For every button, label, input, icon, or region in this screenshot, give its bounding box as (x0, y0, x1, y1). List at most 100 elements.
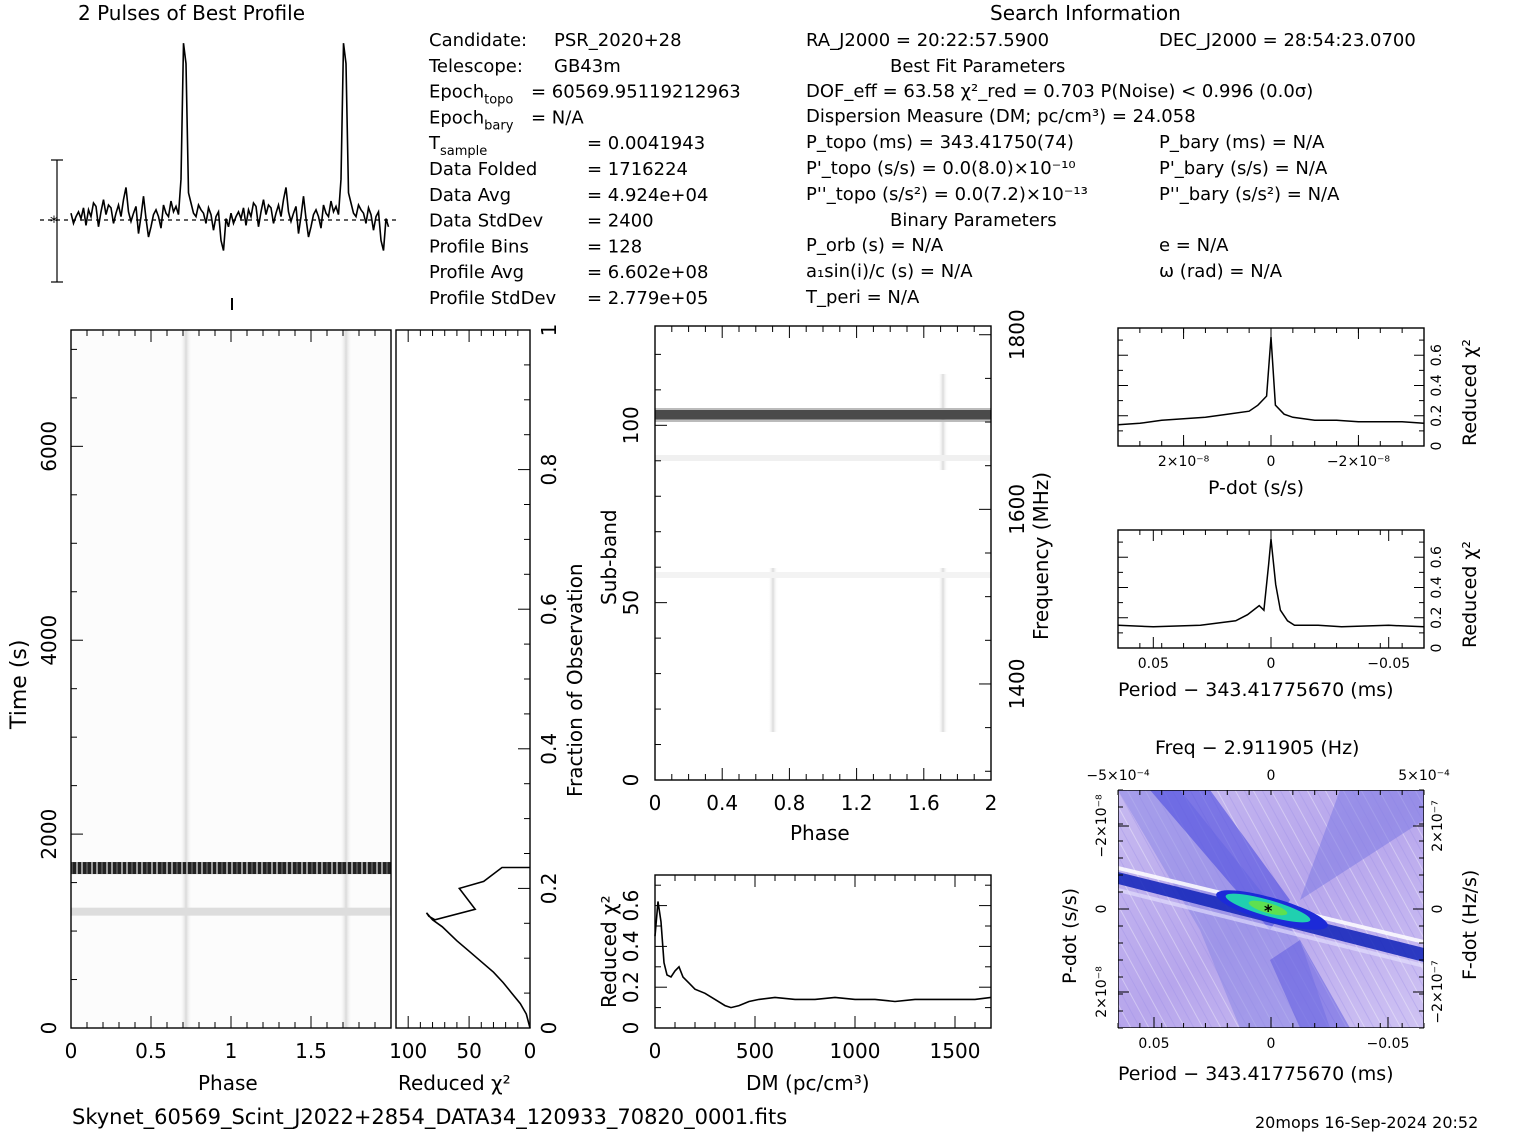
dm-xlabel: DM (pc/cm³) (746, 1071, 870, 1095)
info-p-orb: P_orb (s) = N/A (806, 235, 944, 256)
info-value: PSR_2020+28 (554, 30, 682, 51)
profile-title: 2 Pulses of Best Profile (78, 1, 305, 25)
x-tick-label: −0.05 (1367, 656, 1410, 672)
right-tick-label: 1800 (1005, 309, 1029, 360)
y-tick-label: 0 (619, 1022, 643, 1035)
chi2-fraction-xlabel: Reduced χ² (398, 1071, 511, 1095)
info-value: = 128 (587, 236, 642, 257)
ppdot-right-label: F-dot (Hz/s) (1459, 870, 1481, 980)
subband-ylabel: Sub-band (597, 509, 621, 605)
x-tick-label: 2×10⁻⁸ (1158, 454, 1210, 470)
info-pdd-topo: P''_topo (s/s²) = 0.0(7.2)×10⁻¹³ (806, 184, 1088, 205)
profile-line (70, 43, 390, 251)
x-tick-label: 0 (1267, 1036, 1276, 1052)
right-tick-label: 1400 (1005, 659, 1029, 710)
x-tick-label: 1.5 (295, 1039, 327, 1063)
x-tick-label: 1000 (830, 1039, 881, 1063)
dm-chi2-line (654, 901, 992, 1009)
x-tick-label: 0 (524, 1039, 537, 1063)
x-tick-label: 0 (65, 1039, 78, 1063)
y-tick-label: 2×10⁻⁸ (1094, 966, 1110, 1018)
right-tick-label: 0 (1430, 905, 1446, 914)
y-tick-label: 0.4 (537, 733, 561, 765)
x-tick-label: 1.6 (908, 791, 940, 815)
info-dec: DEC_J2000 = 28:54:23.0700 (1159, 30, 1416, 51)
x-tick-label: 0.4 (706, 791, 738, 815)
info-best-fit-header: Best Fit Parameters (890, 56, 1065, 77)
x-tick-label: −0.05 (1367, 1036, 1410, 1052)
info-p-bary: P_bary (ms) = N/A (1159, 132, 1325, 153)
ppdot-ylabel: P-dot (s/s) (1059, 888, 1081, 984)
chi2-fraction-panel (395, 329, 531, 1029)
y-tick-label: 0.4 (619, 930, 643, 962)
x-tick-label: 0 (649, 1039, 662, 1063)
info-header: Search Information (990, 1, 1181, 25)
info-pd-bary: P'_bary (s/s) = N/A (1159, 158, 1328, 179)
time-phase-ylabel: Time (s) (7, 640, 32, 730)
subband-phase-panel (654, 325, 992, 781)
info-value: = 60569.95119212963 (531, 82, 741, 103)
info-value: = 6.602e+08 (587, 262, 708, 283)
period-xlabel: Period − 343.41775670 (ms) (1118, 679, 1394, 701)
info-pdd-bary: P''_bary (s/s²) = N/A (1159, 184, 1340, 205)
subband-bright-band (655, 409, 991, 420)
info-dm: Dispersion Measure (DM; pc/cm³) = 24.058 (806, 106, 1196, 127)
dm-ylabel: Reduced χ² (597, 895, 621, 1008)
y-tick-label: 0.4 (1429, 374, 1445, 396)
pdot-chi2-line (1117, 337, 1425, 426)
info-key: Data Avg (429, 185, 511, 206)
period-panel (1117, 529, 1425, 649)
subband-xlabel: Phase (790, 821, 850, 845)
x-tick-label: 50 (456, 1039, 481, 1063)
y-tick-label: 2000 (37, 809, 61, 860)
y-tick-label: 0 (1429, 442, 1445, 451)
profile-axis (40, 159, 396, 310)
y-tick-label: 1 (537, 324, 561, 337)
x-tick-label: 0.05 (1138, 656, 1169, 672)
x-tick-label: 0 (1267, 656, 1276, 672)
info-key: Data StdDev (429, 211, 544, 232)
y-tick-label: 0.6 (537, 593, 561, 625)
ppdot-axes: 0.05 0 −0.05 −5×10⁻⁴ 0 5×10⁻⁴ 2×10⁻⁸ 0 −2×10⁻⁸ −2… (1086, 768, 1450, 1052)
y-tick-label: 100 (619, 406, 643, 444)
info-value: GB43m (554, 56, 621, 77)
info-key: Profile StdDev (429, 288, 557, 309)
info-value: = 4.924e+04 (587, 185, 708, 206)
top-tick-label: 0 (1267, 768, 1276, 784)
info-key: Data Folded (429, 159, 537, 180)
info-ecc: e = N/A (1159, 235, 1229, 256)
x-tick-label: 0.8 (773, 791, 805, 815)
footer-filename: Skynet_60569_Scint_J2022+2854_DATA34_120… (72, 1105, 787, 1130)
pdot-ylabel: Reduced χ² (1459, 339, 1481, 446)
info-omega: ω (rad) = N/A (1159, 261, 1283, 282)
y-tick-label: 0 (537, 1022, 561, 1035)
x-tick-label: 1 (225, 1039, 238, 1063)
x-tick-label: 2 (985, 791, 998, 815)
y-tick-label: 0.4 (1429, 576, 1445, 598)
info-dof: DOF_eff = 63.58 χ²_red = 0.703 P(Noise) … (806, 81, 1313, 102)
y-tick-label: 0.2 (1429, 405, 1445, 427)
period-axes: 0.05 0 −0.05 0 0.2 0.4 0.6 (1117, 530, 1445, 672)
info-binary-header: Binary Parameters (890, 210, 1057, 231)
info-key: Epochtopo (429, 82, 513, 108)
pdot-xlabel: P-dot (s/s) (1208, 477, 1304, 499)
info-key: Tsample (428, 133, 487, 159)
info-ra: RA_J2000 = 20:22:57.5900 (806, 30, 1049, 51)
period-ylabel: Reduced χ² (1459, 541, 1481, 648)
pdot-axes: 2×10⁻⁸ 0 −2×10⁻⁸ 0 0.2 0.4 0.6 (1117, 328, 1445, 470)
period-chi2-line (1117, 539, 1425, 628)
profile-mean-marker: * (50, 212, 58, 231)
chi2-fraction-ylabel: Fraction of Observation (563, 563, 587, 797)
y-tick-label: 0.6 (1429, 344, 1445, 366)
y-tick-label: 0 (619, 774, 643, 787)
top-tick-label: 5×10⁻⁴ (1398, 768, 1450, 784)
y-tick-label: 0.8 (537, 454, 561, 486)
time-phase-faint-band (71, 907, 391, 916)
x-tick-label: −2×10⁻⁸ (1327, 454, 1391, 470)
y-tick-label: 50 (619, 590, 643, 615)
time-phase-axes: 0 0.5 1 1.5 0 2000 4000 6000 (37, 330, 392, 1063)
x-tick-label: 1500 (930, 1039, 981, 1063)
x-tick-label: 100 (389, 1039, 427, 1063)
ppdot-xlabel: Period − 343.41775670 (ms) (1118, 1063, 1394, 1085)
info-pd-topo: P'_topo (s/s) = 0.0(8.0)×10⁻¹⁰ (806, 158, 1076, 179)
